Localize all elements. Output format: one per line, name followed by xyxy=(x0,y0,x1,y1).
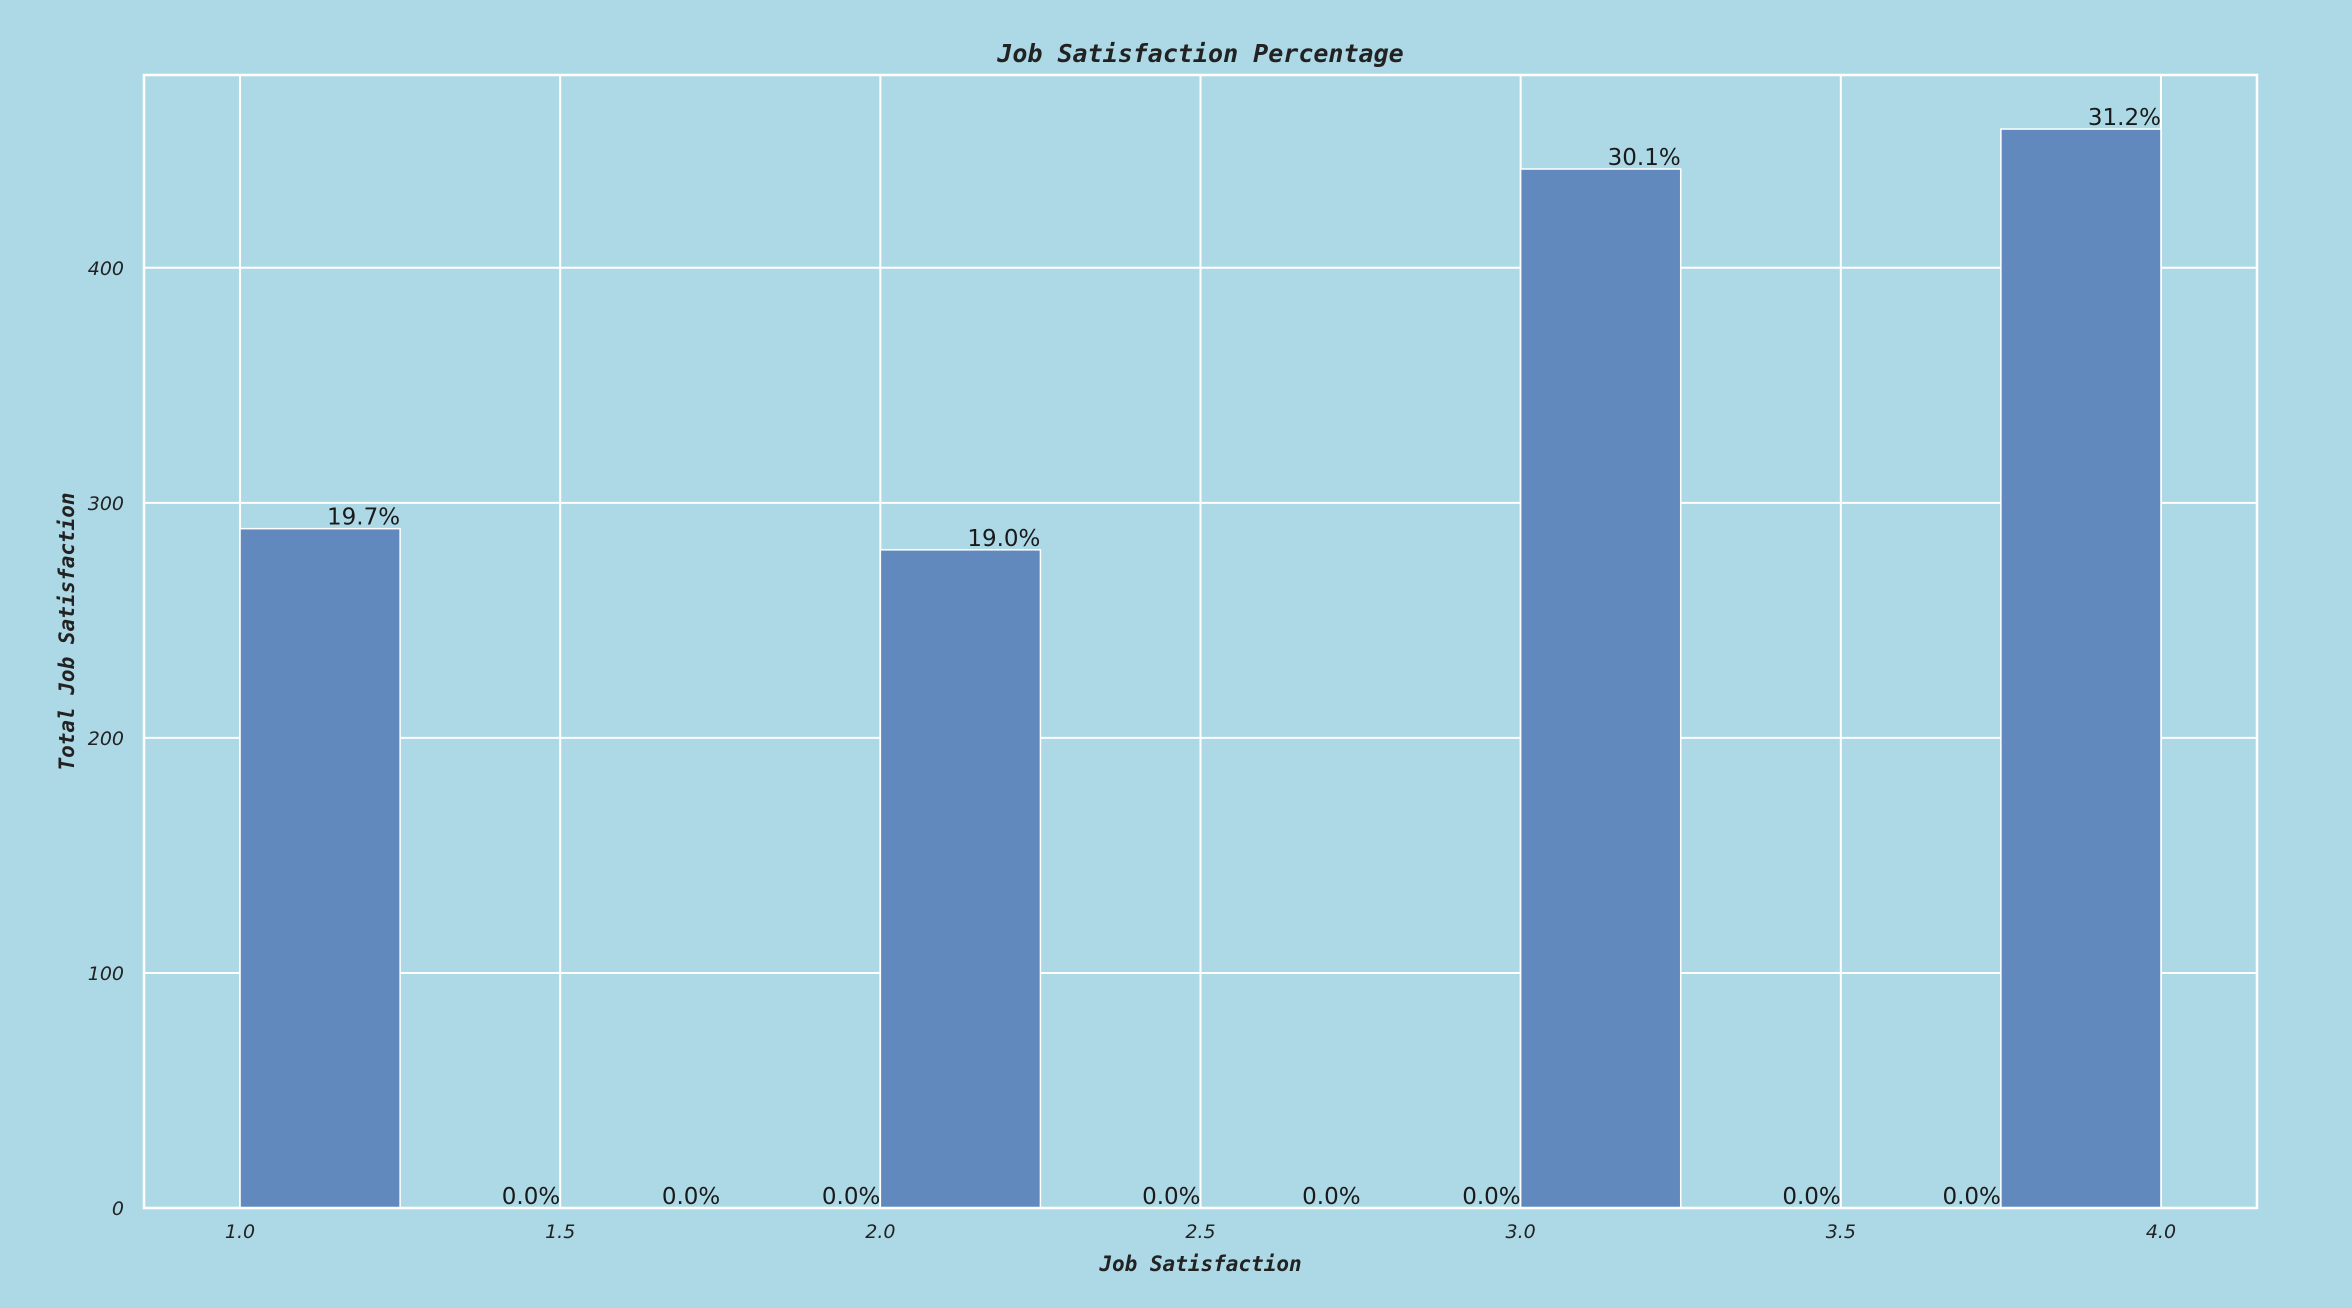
y-tick-label: 0 xyxy=(112,1198,124,1220)
bar xyxy=(1519,168,1682,1209)
x-tick-label: 3.5 xyxy=(1826,1221,1856,1243)
bar-value-label: 30.1% xyxy=(1608,145,1681,171)
bar-value-label: 0.0% xyxy=(502,1184,560,1210)
bar-value-label: 19.0% xyxy=(967,526,1040,552)
x-tick-label: 1.5 xyxy=(545,1221,575,1243)
bar-value-label: 0.0% xyxy=(1782,1184,1840,1210)
bar xyxy=(2000,128,2162,1209)
bar-value-label: 0.0% xyxy=(1142,1184,1200,1210)
x-tick-label: 2.5 xyxy=(1185,1221,1215,1243)
bar-value-label: 0.0% xyxy=(1302,1184,1360,1210)
x-tick-label: 2.0 xyxy=(865,1221,895,1243)
bar-value-label: 0.0% xyxy=(662,1184,720,1210)
bar-value-label: 0.0% xyxy=(1942,1184,2000,1210)
bar-value-label: 19.7% xyxy=(327,505,400,531)
bars xyxy=(239,128,2162,1209)
bar-value-label: 0.0% xyxy=(822,1184,880,1210)
x-tick-label: 4.0 xyxy=(2146,1221,2176,1243)
bar-labels: 19.7% 0.0% 0.0% 0.0% 19.0% 0.0% 0.0% 0.0% 30.1% 0… xyxy=(327,105,2161,1210)
x-tick-label: 1.0 xyxy=(225,1221,255,1243)
bar-value-label: 0.0% xyxy=(1462,1184,1520,1210)
y-tick-label: 200 xyxy=(88,728,124,750)
x-tick-label: 3.0 xyxy=(1506,1221,1536,1243)
plot-frame xyxy=(142,73,2259,1210)
grid xyxy=(144,75,2257,1209)
x-axis-ticks: 1.0 1.5 2.0 2.5 3.0 3.5 4.0 xyxy=(225,1221,2176,1243)
x-axis-label: Job Satisfaction xyxy=(1098,1252,1301,1276)
bar xyxy=(879,549,1042,1209)
y-tick-label: 400 xyxy=(88,258,124,280)
chart-title: Job Satisfaction Percentage xyxy=(996,39,1403,68)
bar xyxy=(239,527,401,1209)
y-axis-label: Total Job Satisfaction xyxy=(55,492,79,770)
y-axis-ticks: 0 100 200 300 400 xyxy=(88,258,124,1220)
bar-value-label: 31.2% xyxy=(2088,105,2161,131)
y-tick-label: 300 xyxy=(88,493,124,515)
y-tick-label: 100 xyxy=(88,963,124,985)
